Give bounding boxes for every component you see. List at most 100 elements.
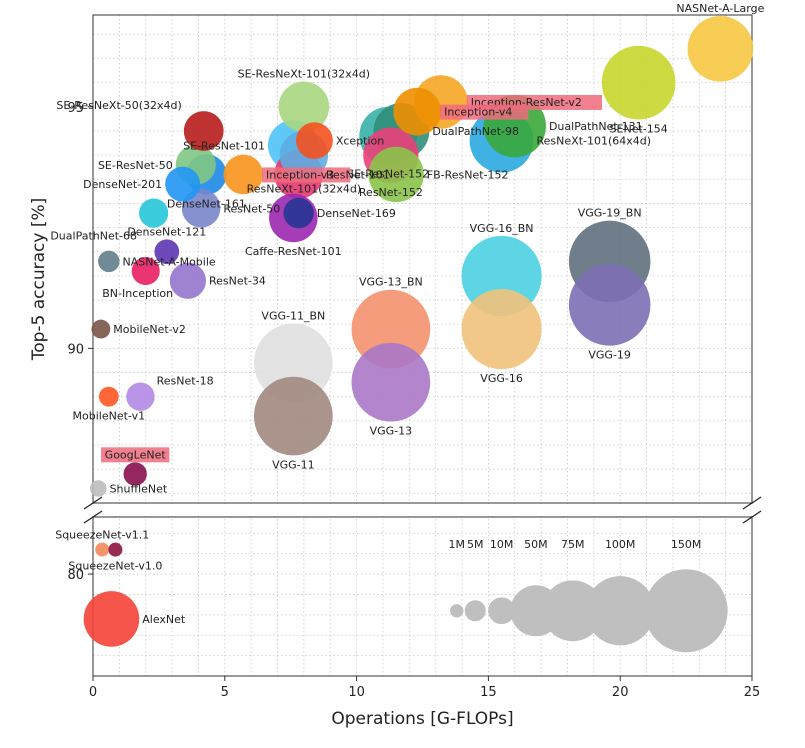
size-legend-bubble xyxy=(450,604,464,618)
data-label: Caffe-ResNet-101 xyxy=(245,245,342,258)
data-point xyxy=(253,376,333,456)
x-axis-title: Operations [G-FLOPs] xyxy=(331,709,513,729)
x-tick-label: 5 xyxy=(221,685,229,700)
data-point xyxy=(95,542,110,557)
data-label: DualPathNet-68 xyxy=(50,230,137,243)
data-point xyxy=(98,250,120,273)
size-legend-label: 5M xyxy=(467,538,484,551)
size-legend-label: 150M xyxy=(671,538,702,551)
data-point xyxy=(278,81,330,133)
highlight-label-box xyxy=(262,167,351,183)
data-point xyxy=(89,480,107,497)
data-label: BN-Inception xyxy=(102,287,173,300)
data-label: ResNet-101 xyxy=(326,168,390,181)
data-label: ResNeXt-101(64x4d) xyxy=(537,135,652,148)
highlight-label-box xyxy=(101,447,170,463)
data-label: DenseNet-201 xyxy=(83,178,162,191)
size-legend-bubble xyxy=(542,580,604,642)
data-point xyxy=(139,198,169,228)
size-legend-label: 1M xyxy=(449,538,466,551)
data-label: SE-ResNet-152 xyxy=(347,168,429,181)
size-legend-bubble xyxy=(464,600,486,622)
data-label: DenseNet-169 xyxy=(317,207,396,220)
data-point xyxy=(154,239,180,265)
data-point xyxy=(183,111,224,151)
data-label: GoogLeNet xyxy=(105,448,167,461)
x-tick-label: 20 xyxy=(612,685,629,700)
data-label: ResNet-50 xyxy=(223,202,280,215)
data-label: Xception xyxy=(336,135,384,148)
plot-frame xyxy=(92,14,753,677)
data-label: FB-ResNet-152 xyxy=(427,168,509,181)
axis-break-mark xyxy=(742,510,762,524)
x-tick-label: 10 xyxy=(348,685,365,700)
axis-break-gap xyxy=(85,504,760,516)
data-point xyxy=(169,262,206,299)
data-point xyxy=(283,197,314,229)
data-label: MobileNet-v2 xyxy=(113,323,186,336)
highlight-label-box xyxy=(440,104,529,120)
data-label: ShuffleNet xyxy=(110,483,168,496)
data-point xyxy=(295,122,333,160)
data-label: SENet-154 xyxy=(610,123,668,136)
data-label: ResNet-18 xyxy=(157,374,214,387)
data-label: DualPathNet-131 xyxy=(549,120,643,133)
size-legend-label: 10M xyxy=(490,538,514,551)
data-point xyxy=(91,319,111,339)
data-point xyxy=(123,462,147,486)
y-tick-label: 80 xyxy=(67,568,84,583)
axis-break-mark xyxy=(83,510,103,524)
data-label: ResNet-152 xyxy=(359,186,423,199)
data-point xyxy=(393,87,442,136)
data-label: NASNet-A-Mobile xyxy=(123,255,216,268)
data-label: SE-ResNeXt-50(32x4d) xyxy=(56,99,181,112)
data-label: VGG-19 xyxy=(588,349,631,362)
data-label: AlexNet xyxy=(142,613,186,626)
data-point xyxy=(601,45,676,120)
y-tick-label: 90 xyxy=(67,342,84,357)
data-label: VGG-13_BN xyxy=(359,276,423,289)
data-point xyxy=(98,386,119,407)
data-label: DenseNet-121 xyxy=(127,225,206,238)
size-legend-bubble xyxy=(585,576,655,646)
data-point xyxy=(131,257,160,286)
data-point xyxy=(568,264,651,346)
y-tick-label: 95 xyxy=(67,101,84,116)
data-label: Inception-v4 xyxy=(444,106,512,119)
data-point xyxy=(351,342,431,422)
data-point xyxy=(83,591,140,647)
size-legend-bubble xyxy=(644,569,728,653)
axis-break-mark xyxy=(83,496,103,510)
x-tick-label: 15 xyxy=(480,685,497,700)
data-label: SqueezeNet-v1.1 xyxy=(55,529,149,542)
data-point xyxy=(126,382,155,411)
data-point xyxy=(223,154,264,195)
data-label: ResNet-34 xyxy=(209,275,266,288)
data-label: VGG-11_BN xyxy=(261,310,325,323)
size-legend-bubble xyxy=(488,597,515,625)
data-label: VGG-19_BN xyxy=(578,207,642,220)
x-tick-label: 25 xyxy=(744,685,761,700)
data-label: Inception-v3 xyxy=(266,168,334,181)
axis-break-mark xyxy=(742,496,762,510)
data-label: SE-ResNet-50 xyxy=(98,159,173,172)
data-label: NASNet-A-Large xyxy=(676,2,764,15)
data-label: SE-ResNet-101 xyxy=(183,139,265,152)
data-label: VGG-16 xyxy=(480,372,523,385)
data-label: VGG-13 xyxy=(370,425,413,438)
x-tick-label: 0 xyxy=(89,685,97,700)
data-point xyxy=(165,166,201,202)
data-point xyxy=(368,146,424,203)
data-label: MobileNet-v1 xyxy=(73,410,146,423)
data-label: ResNeXt-101(32x4d) xyxy=(247,182,362,195)
data-label: DualPathNet-98 xyxy=(432,125,519,138)
size-legend-label: 50M xyxy=(524,538,548,551)
data-label: VGG-11 xyxy=(272,458,315,471)
data-label: VGG-16_BN xyxy=(470,222,534,235)
data-label: SE-ResNeXt-101(32x4d) xyxy=(238,68,370,81)
data-label: SqueezeNet-v1.0 xyxy=(68,560,162,573)
y-axis-title: Top-5 accuracy [%] xyxy=(29,198,49,362)
data-point xyxy=(687,15,754,82)
data-label: DenseNet-161 xyxy=(167,198,246,211)
